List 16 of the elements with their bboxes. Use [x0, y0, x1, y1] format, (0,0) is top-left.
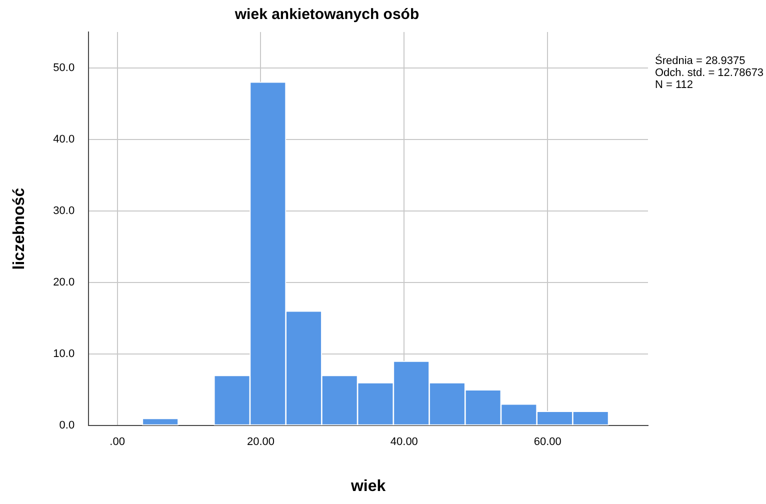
x-tick-label: .00	[110, 436, 125, 448]
y-tick-label: 50.0	[53, 62, 75, 74]
text: Odch. std. = 12.78673	[655, 67, 764, 79]
y-tick-label: 10.0	[53, 348, 75, 360]
text: Średnia = 28.9375	[655, 55, 746, 67]
x-tick-label: 40.00	[390, 436, 418, 448]
y-tick-label: 30.0	[53, 204, 75, 217]
x-tick-label: 60.00	[534, 436, 562, 448]
x-axis-title: wiek	[350, 478, 386, 495]
y-tick-label: 20.0	[53, 276, 75, 289]
y-axis-title: liczebność	[11, 188, 28, 270]
chart-title: wiek ankietowanych osób	[234, 6, 420, 24]
y-tick-label: 40.0	[53, 133, 75, 146]
text: N = 112	[655, 79, 694, 91]
x-tick-label: 20.00	[246, 436, 274, 448]
y-tick-label: 0.0	[59, 420, 75, 432]
